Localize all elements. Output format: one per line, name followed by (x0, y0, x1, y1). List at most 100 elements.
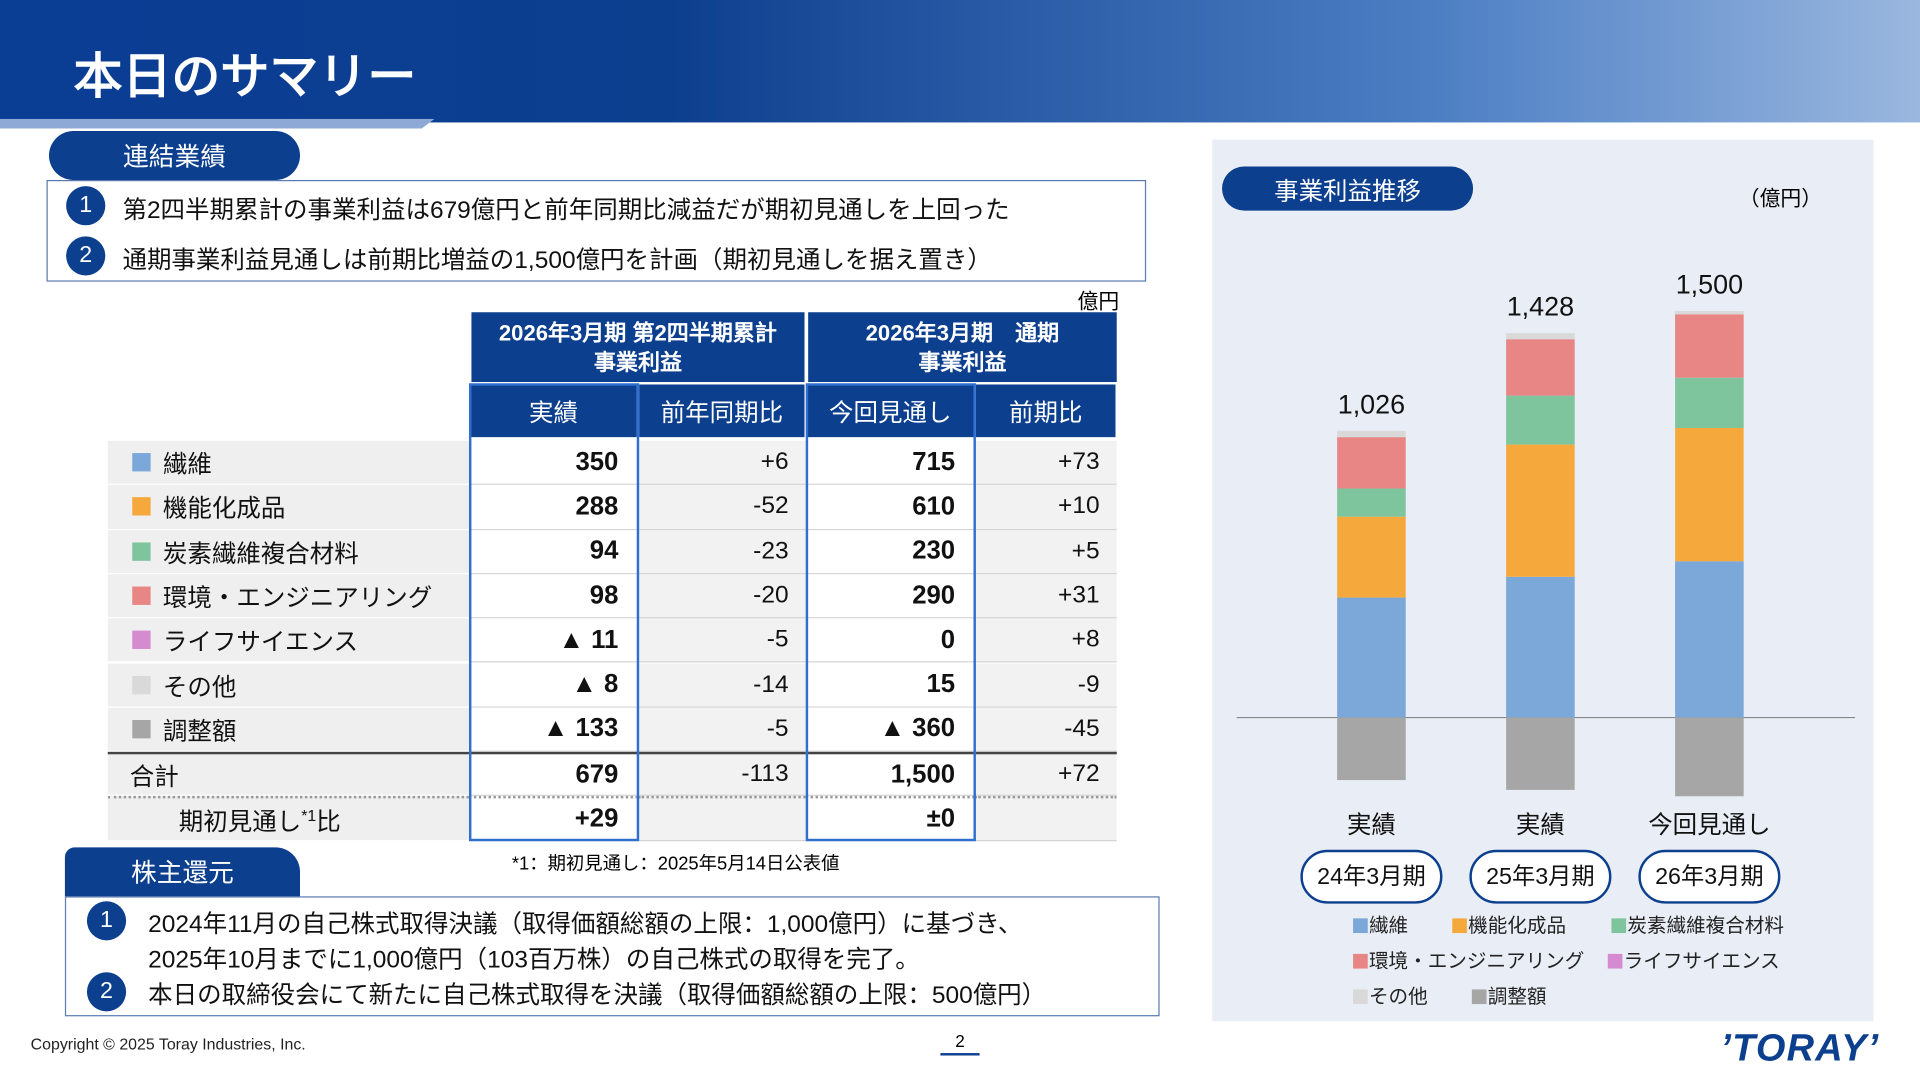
point-text: 本日の取締役会にて新たに自己株式取得を決議（取得価額総額の上限：500億円） (148, 982, 1047, 1009)
table-column-header: 前年同期比 (639, 384, 805, 438)
table-column-header: 実績 (470, 384, 637, 438)
group-line: 2026年3月期 第2四半期累計 (498, 320, 777, 345)
table-row-label: 繊維 (107, 440, 469, 486)
table-cell (637, 796, 806, 841)
row-label: 期初見通し*1比 (179, 801, 341, 837)
bar-segment (1337, 597, 1406, 718)
table-cell: 94 (468, 529, 638, 575)
bar-segment (1675, 377, 1744, 428)
legend-label: ライフサイエンス (1624, 951, 1780, 973)
point-text: 第2四半期累計の事業利益は679億円と前年同期比減益だが期初見通しを上回った (122, 197, 1010, 225)
x-tick-label: 24年3月期 (1317, 863, 1426, 889)
table-cell: -9 (974, 663, 1117, 708)
table-cell: 350 (468, 440, 638, 486)
table-cell (974, 796, 1117, 841)
legend-swatch (1607, 953, 1623, 969)
chart-unit: （億円） (1738, 187, 1823, 211)
table-cell: ▲ 8 (468, 663, 638, 708)
bar-segment (1506, 717, 1575, 790)
table-row-label: ライフサイエンス (107, 618, 469, 664)
table-column-header: 今回見通し (806, 384, 974, 438)
row-label: 炭素繊維複合材料 (162, 540, 359, 568)
legend-label: 環境・エンジニアリング (1369, 951, 1584, 973)
legend-swatch (1452, 918, 1467, 934)
table-row-label: その他 (107, 663, 469, 708)
table-cell: 1,500 (805, 751, 975, 797)
bar-segment (1675, 314, 1744, 378)
column-frame (805, 383, 976, 841)
table-cell: -5 (637, 618, 806, 664)
table-cell: -113 (637, 751, 806, 797)
returns-box (64, 896, 1160, 1017)
table-row-label: 環境・エンジニアリング (107, 574, 469, 619)
table-cell: +6 (637, 440, 806, 486)
table-cell: ▲ 133 (468, 707, 638, 752)
bar-segment (1675, 717, 1744, 797)
results-box (46, 180, 1147, 282)
row-label: その他 (162, 674, 237, 702)
table-row-label: 機能化成品 (107, 485, 469, 530)
logo: ’TORAY’ (1720, 1026, 1880, 1069)
point-text: 2025年10月までに1,000億円（103百万株）の自己株式の取得を完了。 (148, 946, 920, 974)
section-label: 株主還元 (64, 847, 301, 897)
table-cell: ▲ 360 (805, 707, 975, 752)
bar-segment (1506, 576, 1575, 718)
table-group-header: 2026年3月期 第2四半期累計 事業利益 (471, 312, 805, 383)
label-part: 比 (316, 808, 341, 836)
table-cell: ±0 (805, 796, 975, 841)
table-row-label: 炭素繊維複合材料 (107, 529, 469, 575)
table-row-label: 期初見通し*1比 (107, 796, 469, 841)
bar-segment (1675, 561, 1744, 718)
slide-title: 本日のサマリー (73, 50, 417, 105)
category-group: 今回見通し (1648, 811, 1770, 839)
category-group: 実績 (1347, 811, 1396, 839)
table-unit: 億円 (1077, 290, 1120, 314)
bar-segment (1337, 437, 1406, 489)
table-group-header: 2026年3月期 通期 事業利益 (808, 312, 1117, 383)
point-text: 2024年11月の自己株式取得決議（取得価額総額の上限：1,000億円）に基づき… (148, 911, 1023, 938)
point-number: 1 (66, 186, 106, 226)
category-pill (1469, 849, 1612, 904)
legend-swatch (1353, 918, 1368, 934)
legend-label: その他 (1369, 986, 1428, 1008)
table-cell: -23 (637, 529, 806, 575)
bar-segment (1337, 717, 1406, 781)
table-cell: -14 (637, 663, 806, 708)
bar-segment (1506, 395, 1575, 445)
table-cell: +31 (974, 574, 1117, 619)
bar-segment (1337, 488, 1406, 517)
legend-square (132, 586, 151, 605)
row-label: 繊維 (162, 452, 212, 479)
bar-segment (1675, 311, 1744, 315)
table-cell: +73 (974, 440, 1117, 486)
table-cell: 679 (468, 751, 638, 797)
category-pill (1300, 849, 1443, 904)
table-cell: 15 (805, 663, 975, 708)
bar-segment (1337, 430, 1406, 438)
total-label: 1,026 (1338, 389, 1405, 419)
table-column-header: 前期比 (975, 384, 1116, 438)
table-cell: 715 (805, 440, 975, 486)
point-number: 1 (86, 901, 127, 941)
category-pill (1638, 849, 1781, 904)
label-part: *1 (301, 805, 317, 824)
x-tick-label: 26年3月期 (1655, 863, 1764, 889)
copyright: Copyright © 2025 Toray Industries, Inc. (30, 1034, 306, 1054)
table-cell: 230 (805, 529, 975, 575)
label-part: 期初見通し (178, 808, 302, 836)
legend-label: 繊維 (1369, 915, 1408, 937)
bar-segment (1506, 333, 1575, 340)
point-number: 2 (66, 236, 106, 276)
row-label: 機能化成品 (162, 496, 286, 524)
point-text: 通期事業利益見通しは前期比増益の1,500億円を計画（期初見通しを据え置き） (122, 247, 992, 275)
table-cell: +72 (974, 751, 1117, 797)
legend-square (132, 719, 151, 739)
bar-segment (1675, 427, 1744, 562)
category-group: 実績 (1516, 811, 1565, 839)
bar-segment (1506, 339, 1575, 396)
table-cell: 98 (468, 574, 638, 619)
legend-square (132, 631, 151, 650)
group-line: 事業利益 (918, 349, 1007, 375)
table-cell: 288 (468, 485, 638, 530)
